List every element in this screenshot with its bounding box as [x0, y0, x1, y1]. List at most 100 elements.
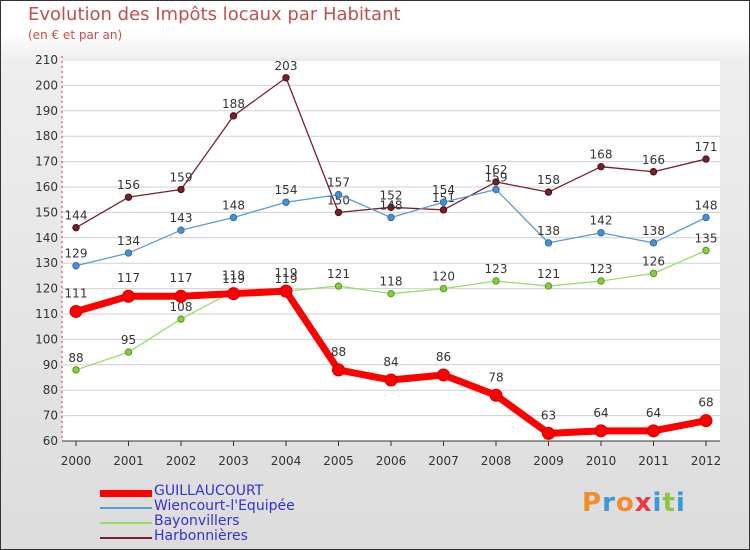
y-tick-label: 150 — [35, 205, 58, 219]
series-1: 129 134 143 148 154 157 148 154 159 138 142 138 148 — [65, 171, 718, 270]
data-label: 68 — [698, 396, 713, 410]
data-point — [702, 213, 710, 222]
data-label: 119 — [222, 272, 245, 286]
y-tick-label: 200 — [35, 78, 58, 92]
data-label: 118 — [380, 275, 403, 289]
data-point — [544, 282, 553, 290]
data-point — [439, 198, 448, 206]
data-point — [122, 289, 135, 303]
data-point — [544, 188, 553, 196]
data-point — [177, 185, 185, 194]
data-point — [649, 269, 658, 278]
data-point — [649, 168, 658, 176]
data-point — [489, 388, 503, 402]
data-point — [124, 249, 133, 257]
data-label: 117 — [117, 271, 140, 285]
data-point — [702, 246, 710, 255]
data-point — [69, 304, 83, 318]
legend-swatch — [100, 537, 152, 539]
x-tick-label: 2001 — [113, 454, 144, 468]
data-label: 159 — [170, 171, 193, 185]
data-label: 144 — [65, 209, 88, 223]
data-point — [597, 277, 605, 285]
data-point — [597, 162, 605, 171]
data-point — [334, 190, 343, 199]
data-label: 142 — [590, 214, 613, 228]
data-point — [492, 178, 500, 186]
data-point — [229, 112, 238, 120]
logo-letter: P — [582, 488, 603, 518]
data-label: 108 — [170, 300, 193, 314]
legend-label: Wiencourt-l'Equipée — [154, 498, 295, 514]
y-tick-label: 80 — [43, 383, 58, 397]
data-label: 117 — [170, 271, 193, 285]
data-label: 88 — [331, 345, 346, 359]
y-tick-label: 60 — [43, 434, 58, 448]
x-tick-label: 2005 — [323, 454, 354, 468]
y-tick-label: 130 — [35, 256, 58, 270]
data-point — [597, 229, 605, 237]
x-tick-label: 2012 — [691, 454, 722, 468]
x-tick-label: 2008 — [481, 454, 512, 468]
data-point — [594, 424, 608, 438]
data-label: 168 — [590, 148, 613, 162]
y-tick-label: 110 — [35, 307, 58, 321]
data-point — [282, 198, 290, 206]
data-label: 148 — [695, 198, 718, 212]
data-label: 138 — [642, 224, 665, 238]
data-label: 121 — [537, 267, 560, 281]
chart-title: Evolution des Impôts locaux par Habitant — [28, 4, 401, 25]
data-label: 64 — [593, 406, 608, 420]
legend-label: Bayonvillers — [154, 513, 240, 529]
data-point — [702, 155, 710, 163]
data-label: 123 — [485, 262, 508, 276]
data-point — [439, 206, 448, 214]
y-tick-label: 90 — [43, 358, 58, 372]
data-label: 143 — [170, 211, 193, 225]
logo-letter: x — [634, 488, 653, 518]
y-tick-label: 190 — [35, 104, 58, 118]
data-point — [492, 185, 500, 194]
data-label: 157 — [327, 176, 350, 190]
data-point — [72, 223, 80, 232]
logo-letter: t — [662, 488, 676, 518]
y-tick-label: 70 — [43, 409, 58, 423]
legend-label: GUILLAUCOURT — [154, 483, 264, 499]
legend-swatch — [100, 507, 152, 509]
data-label: 166 — [642, 153, 665, 167]
data-label: 78 — [488, 370, 503, 384]
data-point — [334, 208, 343, 217]
data-label: 154 — [432, 183, 455, 197]
data-point — [387, 203, 395, 212]
data-label: 95 — [121, 333, 136, 347]
data-point — [384, 373, 398, 387]
logo-letter: r — [602, 488, 616, 518]
legend-swatch — [100, 522, 152, 524]
data-label: 148 — [380, 198, 403, 212]
data-label: 154 — [275, 183, 298, 197]
data-label: 203 — [275, 59, 298, 73]
data-label: 118 — [222, 269, 245, 283]
x-tick-label: 2000 — [61, 454, 92, 468]
data-point — [387, 289, 395, 298]
data-point — [72, 262, 80, 270]
data-label: 119 — [275, 266, 298, 280]
data-point — [124, 348, 133, 356]
x-tick-label: 2011 — [638, 454, 669, 468]
data-point — [334, 282, 343, 290]
data-point — [177, 315, 185, 323]
data-label: 120 — [432, 270, 455, 284]
data-label: 162 — [485, 163, 508, 177]
data-label: 86 — [436, 350, 451, 364]
x-tick-label: 2006 — [376, 454, 407, 468]
data-label: 84 — [383, 355, 398, 369]
data-label: 121 — [327, 267, 350, 281]
data-point — [72, 366, 80, 374]
data-label: 126 — [642, 254, 665, 268]
x-tick-label: 2004 — [271, 454, 302, 468]
x-tick-label: 2003 — [218, 454, 249, 468]
data-point — [124, 193, 133, 201]
data-label: 119 — [275, 272, 298, 286]
